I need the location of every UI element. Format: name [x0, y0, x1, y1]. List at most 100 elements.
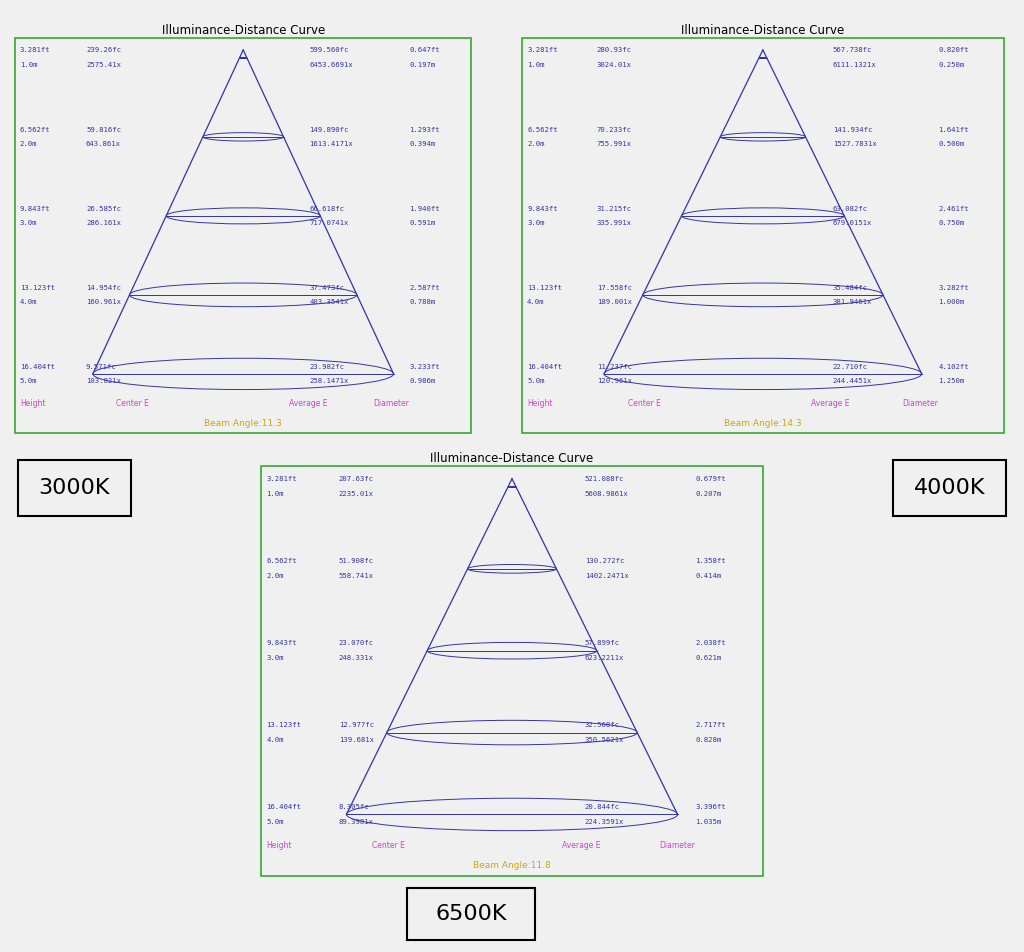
Text: 1.940ft: 1.940ft: [410, 206, 440, 211]
Text: Diameter: Diameter: [903, 399, 939, 408]
Text: 0.250m: 0.250m: [939, 62, 965, 69]
Text: 280.93fc: 280.93fc: [597, 48, 632, 53]
Text: 239.26fc: 239.26fc: [86, 48, 121, 53]
Text: 755.991x: 755.991x: [597, 141, 632, 148]
Text: 2575.41x: 2575.41x: [86, 62, 121, 69]
Text: Diameter: Diameter: [374, 399, 410, 408]
Text: 12.977fc: 12.977fc: [339, 722, 374, 728]
Text: 11.237fc: 11.237fc: [597, 364, 632, 369]
Text: 0.414m: 0.414m: [695, 573, 721, 580]
Text: 2.587ft: 2.587ft: [410, 285, 440, 290]
Text: 139.681x: 139.681x: [339, 737, 374, 744]
Text: 5608.9861x: 5608.9861x: [585, 491, 629, 498]
Text: 89.3981x: 89.3981x: [339, 819, 374, 825]
Text: 6500K: 6500K: [435, 903, 507, 924]
Text: 1402.2471x: 1402.2471x: [585, 573, 629, 580]
Text: 9.571fc: 9.571fc: [86, 364, 117, 369]
Text: Beam Angle:11.3: Beam Angle:11.3: [205, 419, 282, 427]
Text: 23.070fc: 23.070fc: [339, 640, 374, 646]
Text: 3.0m: 3.0m: [527, 220, 545, 227]
Text: 16.404ft: 16.404ft: [266, 803, 301, 810]
Text: 3.281ft: 3.281ft: [527, 48, 558, 53]
Text: 160.961x: 160.961x: [86, 299, 121, 306]
Text: 57.899fc: 57.899fc: [585, 640, 620, 646]
Text: 31.215fc: 31.215fc: [597, 206, 632, 211]
Text: Center E: Center E: [372, 841, 404, 849]
Text: 2235.01x: 2235.01x: [339, 491, 374, 498]
Text: 0.500m: 0.500m: [939, 141, 965, 148]
Text: 120.961x: 120.961x: [597, 378, 632, 385]
Text: 0.207m: 0.207m: [695, 491, 721, 498]
Text: 8.305fc: 8.305fc: [339, 803, 370, 810]
Text: 141.934fc: 141.934fc: [833, 127, 872, 132]
Text: 643.861x: 643.861x: [86, 141, 121, 148]
Text: 3.0m: 3.0m: [19, 220, 38, 227]
Text: 558.741x: 558.741x: [339, 573, 374, 580]
Text: 3.0m: 3.0m: [266, 655, 284, 662]
Text: 286.161x: 286.161x: [86, 220, 121, 227]
Text: 521.088fc: 521.088fc: [585, 476, 625, 483]
Text: 0.679ft: 0.679ft: [695, 476, 726, 483]
Text: 1.0m: 1.0m: [527, 62, 545, 69]
Text: 3.281ft: 3.281ft: [19, 48, 50, 53]
Text: 5.0m: 5.0m: [266, 819, 284, 825]
Text: Diameter: Diameter: [659, 841, 695, 849]
Text: 16.404ft: 16.404ft: [19, 364, 55, 369]
Text: 0.394m: 0.394m: [410, 141, 436, 148]
Text: Average E: Average E: [562, 841, 601, 849]
Text: 37.473fc: 37.473fc: [309, 285, 344, 290]
Text: 9.843ft: 9.843ft: [19, 206, 50, 211]
Text: 0.750m: 0.750m: [939, 220, 965, 227]
Text: 403.3541x: 403.3541x: [309, 299, 348, 306]
Text: 1.0m: 1.0m: [19, 62, 38, 69]
Text: 70.233fc: 70.233fc: [597, 127, 632, 132]
Text: 335.991x: 335.991x: [597, 220, 632, 227]
Text: 0.820ft: 0.820ft: [939, 48, 969, 53]
Text: 244.4451x: 244.4451x: [833, 378, 872, 385]
Text: Average E: Average E: [289, 399, 328, 408]
Text: 0.788m: 0.788m: [410, 299, 436, 306]
Text: Average E: Average E: [811, 399, 850, 408]
Title: Illuminance-Distance Curve: Illuminance-Distance Curve: [430, 452, 594, 466]
Text: 149.890fc: 149.890fc: [309, 127, 348, 132]
Title: Illuminance-Distance Curve: Illuminance-Distance Curve: [162, 24, 325, 37]
Text: 51.908fc: 51.908fc: [339, 558, 374, 565]
Text: Beam Angle:11.8: Beam Angle:11.8: [473, 862, 551, 870]
Text: 4.102ft: 4.102ft: [939, 364, 969, 369]
Text: 3000K: 3000K: [39, 478, 110, 498]
Text: Height: Height: [266, 841, 292, 849]
Text: 3.233ft: 3.233ft: [410, 364, 440, 369]
Text: 20.844fc: 20.844fc: [585, 803, 620, 810]
Text: Height: Height: [19, 399, 45, 408]
Text: 6.562ft: 6.562ft: [266, 558, 297, 565]
Text: 0.986m: 0.986m: [410, 378, 436, 385]
Text: Center E: Center E: [116, 399, 148, 408]
Text: 679.0151x: 679.0151x: [833, 220, 872, 227]
Text: 1.358ft: 1.358ft: [695, 558, 726, 565]
Text: 103.021x: 103.021x: [86, 378, 121, 385]
Text: 4.0m: 4.0m: [19, 299, 38, 306]
Text: 2.038ft: 2.038ft: [695, 640, 726, 646]
Text: 5.0m: 5.0m: [527, 378, 545, 385]
Text: 258.1471x: 258.1471x: [309, 378, 348, 385]
Text: 13.123ft: 13.123ft: [19, 285, 55, 290]
Text: 6.562ft: 6.562ft: [527, 127, 558, 132]
Text: 130.272fc: 130.272fc: [585, 558, 625, 565]
Text: 0.197m: 0.197m: [410, 62, 436, 69]
Text: 3.282ft: 3.282ft: [939, 285, 969, 290]
Text: 66.618fc: 66.618fc: [309, 206, 344, 211]
Text: 2.0m: 2.0m: [527, 141, 545, 148]
Text: 2.461ft: 2.461ft: [939, 206, 969, 211]
Text: 1.000m: 1.000m: [939, 299, 965, 306]
Text: Beam Angle:14.3: Beam Angle:14.3: [724, 419, 802, 427]
Text: Height: Height: [527, 399, 553, 408]
Text: 224.3591x: 224.3591x: [585, 819, 625, 825]
Text: 4.0m: 4.0m: [527, 299, 545, 306]
Text: 35.484fc: 35.484fc: [833, 285, 867, 290]
Text: 1.293ft: 1.293ft: [410, 127, 440, 132]
Text: 2.0m: 2.0m: [19, 141, 38, 148]
Text: 0.828m: 0.828m: [695, 737, 721, 744]
Text: 0.647ft: 0.647ft: [410, 48, 440, 53]
Text: 9.843ft: 9.843ft: [266, 640, 297, 646]
Text: 189.001x: 189.001x: [597, 299, 632, 306]
